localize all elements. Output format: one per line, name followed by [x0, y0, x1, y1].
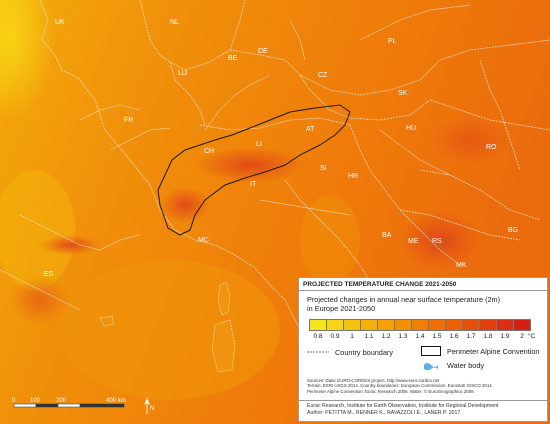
north-arrow-label: N [150, 406, 154, 412]
credit-line: Author: PETITTA M., RENNER K., RAVAZZOLI… [307, 409, 461, 416]
label-de: DE [258, 48, 268, 55]
source-line: Sources: Data: EURO-CORDEX project, http… [307, 378, 440, 383]
water-body-icon [424, 363, 438, 370]
label-es: ES [44, 271, 54, 278]
sardinia [211, 319, 236, 373]
color-scale-tick: 1.7 [466, 333, 476, 340]
label-cz: CZ [318, 72, 328, 79]
color-swatch [496, 319, 514, 331]
label-lu: LU [178, 70, 187, 77]
legend-title: PROJECTED TEMPERATURE CHANGE 2021-2050 [303, 281, 457, 288]
label-nl: NL [170, 19, 179, 26]
color-swatch [343, 319, 361, 331]
hot-zone-balkans [400, 210, 480, 270]
label-uk: UK [55, 19, 65, 26]
color-scale [309, 319, 531, 331]
scale-tick-200: 200 [56, 398, 67, 404]
label-si: SI [320, 165, 327, 172]
label-mk: MK [456, 262, 467, 269]
color-scale-tick: 1.1 [364, 333, 374, 340]
scale-tick-0: 0 [12, 398, 16, 404]
label-pl: PL [388, 38, 397, 45]
cool-zone-atlantic [0, 0, 55, 120]
label-rs: RS [432, 238, 442, 245]
scale-tick-400: 400 km [106, 398, 126, 404]
legend-perimeter: Perimeter Alpine Convention [447, 347, 540, 356]
color-swatch [309, 319, 327, 331]
color-swatch [394, 319, 412, 331]
country-boundaries [0, 0, 550, 331]
legend-subtitle-2: in Europe 2021-2050 [307, 304, 376, 313]
hot-zone-carpathians [430, 115, 510, 165]
label-sk: SK [398, 90, 408, 97]
color-scale-tick: 0.9 [330, 333, 340, 340]
alpine-convention-perimeter [157, 104, 351, 236]
color-scale-unit: °C [528, 333, 536, 340]
label-it: IT [250, 181, 257, 188]
label-fr: FR [124, 117, 133, 124]
label-li: LI [256, 141, 262, 148]
color-scale-tick: 0.8 [313, 333, 323, 340]
rivers [109, 19, 451, 216]
legend-subtitle-1: Projected changes in annual near surface… [307, 295, 501, 304]
hot-zone-alps-west [160, 187, 210, 223]
map-legend: PROJECTED TEMPERATURE CHANGE 2021-2050 P… [298, 277, 548, 422]
label-at: AT [306, 126, 315, 133]
label-ch: CH [204, 148, 214, 155]
perimeter-icon [421, 346, 441, 356]
color-swatch [411, 319, 429, 331]
color-swatch [326, 319, 344, 331]
legend-country-boundary: Country boundary [335, 348, 394, 357]
color-swatch [445, 319, 463, 331]
color-scale-tick: 1.2 [381, 333, 391, 340]
scale-tick-100: 100 [30, 398, 41, 404]
credit-line: Eurac Research, Institute for Earth Obse… [307, 403, 499, 409]
sea-adriatic [300, 195, 360, 285]
hot-zone-alps-central [195, 147, 305, 183]
hot-zone-pyrenees [40, 235, 100, 255]
legend-divider [299, 290, 547, 291]
color-scale-tick: 1.9 [500, 333, 510, 340]
label-ba: BA [382, 232, 392, 239]
color-scale-tick: 1.6 [449, 333, 459, 340]
label-bg: BG [508, 227, 518, 234]
sea-mediterranean [60, 260, 280, 400]
color-scale-tick: 1.5 [432, 333, 442, 340]
color-swatch [360, 319, 378, 331]
color-scale-tick: 1.3 [398, 333, 408, 340]
legend-sources: Sources: Data: EURO-CORDEX project, http… [307, 378, 493, 394]
color-swatch [428, 319, 446, 331]
color-swatch [479, 319, 497, 331]
label-me: ME [408, 238, 419, 245]
source-line: Perimeter Alpine Convention: Eurac Resea… [307, 388, 475, 394]
country-boundary-icon [307, 351, 329, 353]
color-swatch [513, 319, 531, 331]
hot-zone-iberia [10, 275, 70, 325]
corsica [217, 281, 231, 316]
color-swatch [377, 319, 395, 331]
north-arrow-icon: N [144, 398, 154, 414]
label-hu: HU [406, 125, 416, 132]
mallorca [99, 315, 115, 327]
color-scale-tick: 2 [520, 333, 524, 340]
legend-water-body: Water body [447, 361, 485, 370]
cool-zone-biscay [0, 170, 75, 290]
map-scale-bar: 0 100 200 400 km N [12, 398, 154, 414]
label-be: BE [228, 55, 238, 62]
color-swatch [462, 319, 480, 331]
source-line: Terrain: ESRI USGS 2014. Country boundar… [307, 383, 493, 389]
credits-divider [299, 400, 547, 401]
label-hr: HR [348, 173, 358, 180]
color-scale-tick: 1 [350, 333, 354, 340]
label-mc: MC [198, 237, 209, 244]
label-ro: RO [486, 144, 497, 151]
color-scale-tick: 1.8 [483, 333, 493, 340]
color-scale-tick: 1.4 [415, 333, 425, 340]
legend-credits: Eurac Research, Institute for Earth Obse… [307, 403, 498, 417]
